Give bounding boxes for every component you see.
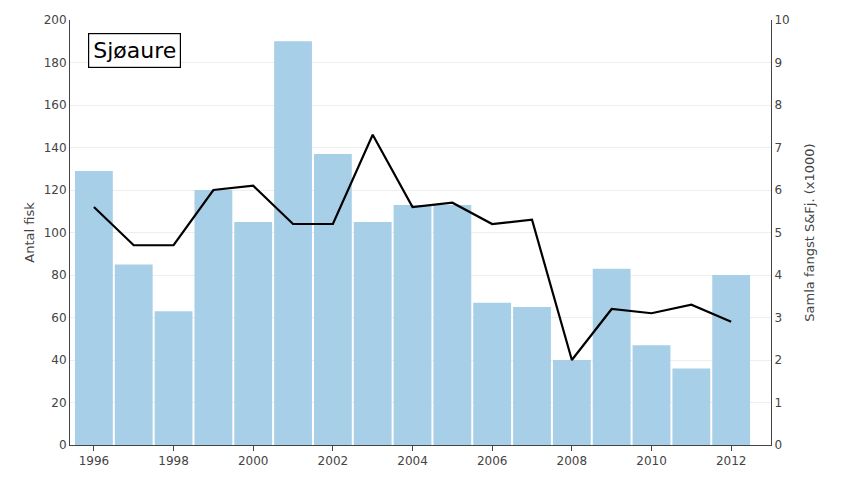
svg-text:140: 140 xyxy=(44,141,67,155)
svg-text:8: 8 xyxy=(774,98,782,112)
svg-text:60: 60 xyxy=(51,311,66,325)
svg-text:1998: 1998 xyxy=(158,454,189,468)
svg-text:4: 4 xyxy=(774,268,782,282)
svg-text:6: 6 xyxy=(774,183,782,197)
svg-text:Samla fangst S&Fj. (x1000): Samla fangst S&Fj. (x1000) xyxy=(802,143,817,321)
svg-text:5: 5 xyxy=(774,226,782,240)
svg-text:0: 0 xyxy=(59,438,67,452)
svg-text:Sjøaure: Sjøaure xyxy=(93,38,176,63)
svg-text:40: 40 xyxy=(51,353,66,367)
svg-text:1: 1 xyxy=(774,396,782,410)
svg-text:20: 20 xyxy=(51,396,66,410)
svg-text:2000: 2000 xyxy=(238,454,269,468)
svg-text:9: 9 xyxy=(774,56,782,70)
svg-text:3: 3 xyxy=(774,311,782,325)
svg-text:200: 200 xyxy=(44,13,67,27)
svg-text:2010: 2010 xyxy=(636,454,667,468)
svg-text:160: 160 xyxy=(44,98,67,112)
svg-text:7: 7 xyxy=(774,141,782,155)
svg-text:0: 0 xyxy=(774,438,782,452)
svg-text:2: 2 xyxy=(774,353,782,367)
svg-text:2004: 2004 xyxy=(397,454,428,468)
svg-text:1996: 1996 xyxy=(79,454,110,468)
svg-text:Antal fisk: Antal fisk xyxy=(22,202,37,263)
svg-text:100: 100 xyxy=(44,226,67,240)
svg-text:120: 120 xyxy=(44,183,67,197)
svg-text:2008: 2008 xyxy=(557,454,588,468)
svg-text:2012: 2012 xyxy=(716,454,747,468)
svg-text:2002: 2002 xyxy=(318,454,349,468)
svg-text:80: 80 xyxy=(51,268,66,282)
svg-text:2006: 2006 xyxy=(477,454,508,468)
svg-text:180: 180 xyxy=(44,56,67,70)
svg-text:10: 10 xyxy=(774,13,789,27)
